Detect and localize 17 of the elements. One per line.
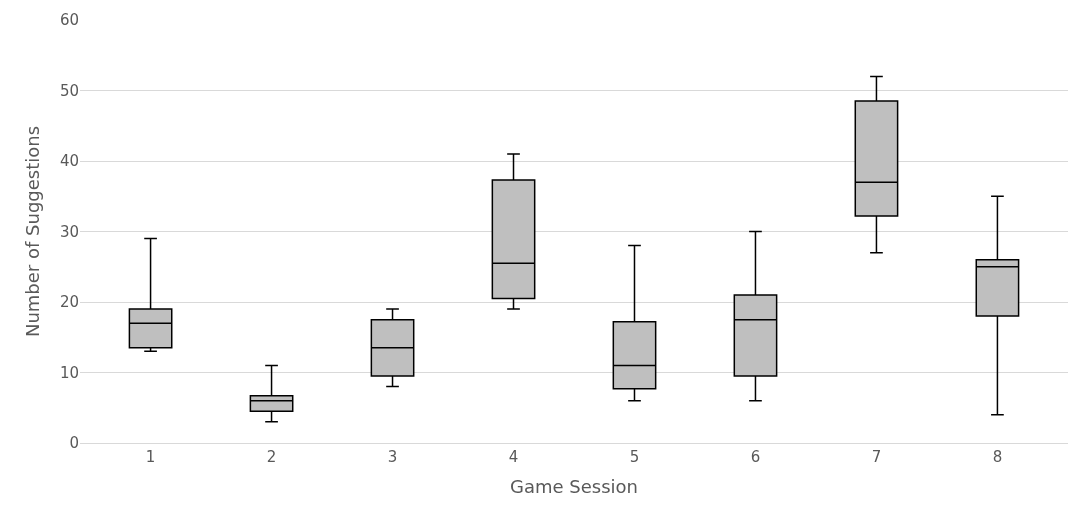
y-tick-label: 20: [59, 293, 79, 312]
x-tick-label: 3: [387, 448, 398, 466]
y-tick-label: 50: [59, 81, 79, 100]
x-axis-title: Game Session: [510, 476, 638, 498]
y-tick-label: 60: [59, 11, 79, 30]
x-tick-label: 2: [266, 448, 277, 466]
x-tick-label: 7: [871, 448, 882, 466]
x-tick-label: 6: [750, 448, 761, 466]
x-tick-label: 1: [145, 448, 156, 466]
y-tick-label: 10: [59, 363, 79, 382]
y-tick-label: 0: [69, 434, 79, 453]
y-tick-label: 30: [59, 222, 79, 241]
x-tick-label: 8: [992, 448, 1003, 466]
x-tick-label: 5: [629, 448, 640, 466]
x-tick-label: 4: [508, 448, 519, 466]
y-tick-label: 40: [59, 152, 79, 171]
y-axis-title: Number of Suggestions: [22, 125, 44, 338]
